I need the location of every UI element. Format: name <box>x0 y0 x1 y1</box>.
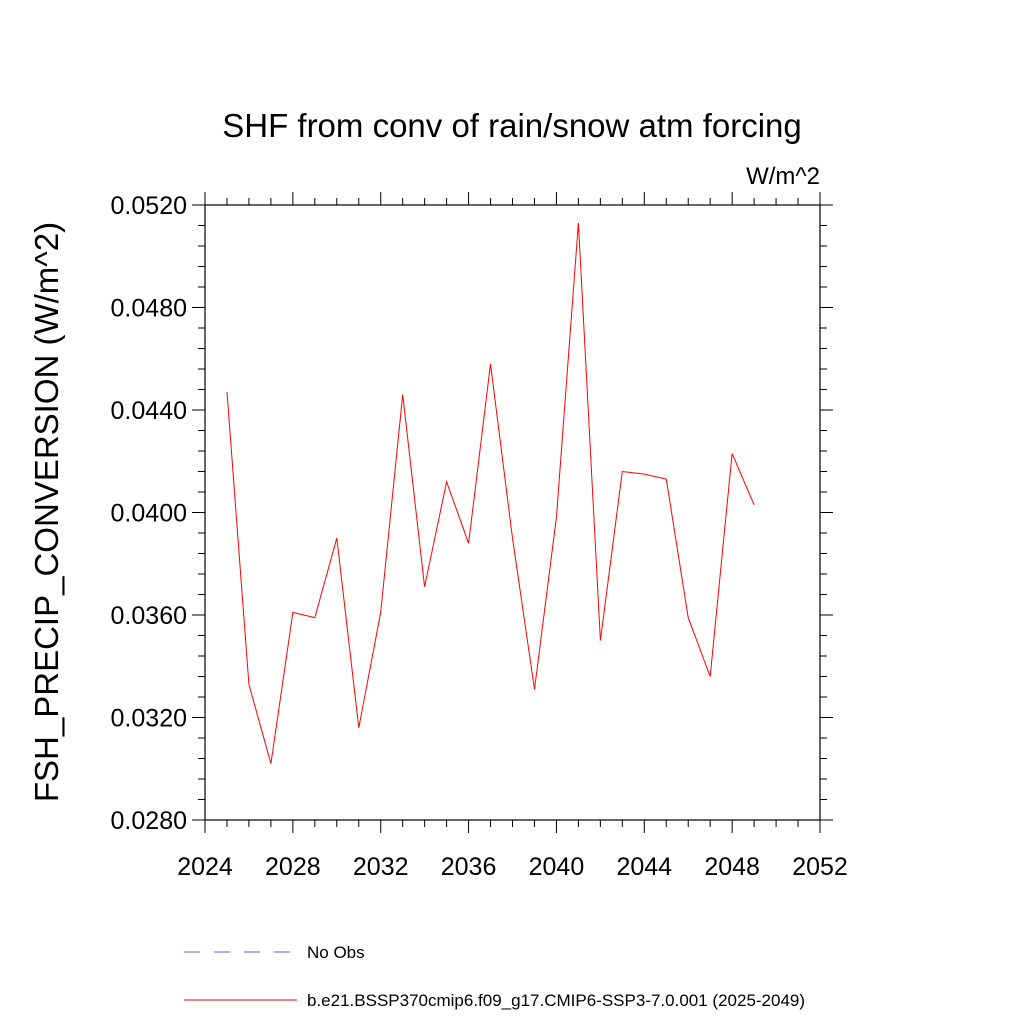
y-axis-label: FSH_PRECIP_CONVERSION (W/m^2) <box>28 222 65 802</box>
y-tick-label: 0.0400 <box>111 500 187 528</box>
axis-ticks <box>192 192 833 833</box>
x-tick-label: 2032 <box>353 853 409 881</box>
y-tick-label: 0.0280 <box>111 807 187 835</box>
x-tick-label: 2048 <box>704 853 760 881</box>
x-tick-label: 2040 <box>529 853 585 881</box>
y-tick-label: 0.0320 <box>111 705 187 733</box>
plot-frame <box>204 204 821 821</box>
x-tick-label: 2028 <box>265 853 321 881</box>
y-tick-label: 0.0440 <box>111 397 187 425</box>
axis-tick-labels: 0.0280 0.0320 0.0360 0.0400 0.0440 0.0480 0.05… <box>111 192 848 881</box>
y-tick-label: 0.0360 <box>111 602 187 630</box>
series-layer <box>226 222 755 764</box>
chart-title: SHF from conv of rain/snow atm forcing <box>222 107 802 144</box>
legend-label-no-obs: No Obs <box>307 943 365 962</box>
y-tick-label: 0.0480 <box>111 295 187 323</box>
legend-label-model: b.e21.BSSP370cmip6.f09_g17.CMIP6-SSP3-7.… <box>307 991 805 1010</box>
series-line-0 <box>226 222 755 764</box>
y-tick-label: 0.0520 <box>111 192 187 220</box>
x-tick-label: 2052 <box>792 853 848 881</box>
legend: No Obs b.e21.BSSP370cmip6.f09_g17.CMIP6-… <box>184 943 805 1010</box>
x-tick-label: 2044 <box>616 853 672 881</box>
x-tick-label: 2024 <box>177 853 233 881</box>
x-tick-label: 2036 <box>441 853 497 881</box>
units-label: W/m^2 <box>746 163 820 190</box>
